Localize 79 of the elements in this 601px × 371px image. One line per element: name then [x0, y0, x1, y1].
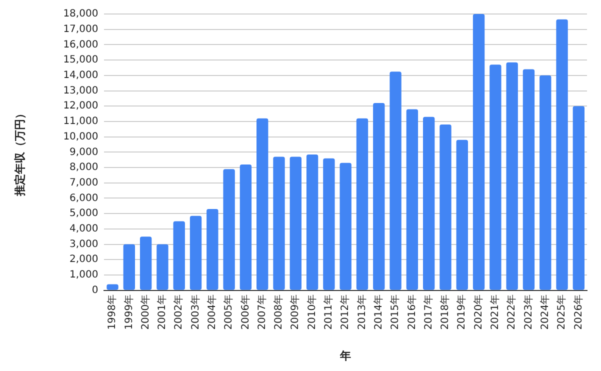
y-tick-label: 1,000 — [70, 270, 98, 281]
bar — [373, 103, 385, 290]
bar — [306, 154, 318, 290]
bar — [406, 109, 418, 290]
y-tick-label: 5,000 — [70, 208, 98, 220]
x-tick-label: 2015年 — [389, 294, 402, 330]
x-tick-label: 2018年 — [439, 294, 452, 330]
bar — [323, 158, 335, 290]
y-tick-label: 17,000 — [63, 24, 98, 35]
x-tick-label: 2008年 — [272, 294, 285, 330]
x-tick-label: 2026年 — [572, 294, 584, 330]
x-tick-label: 2013年 — [356, 294, 368, 330]
y-tick-label: 9,000 — [70, 146, 98, 158]
bar — [356, 118, 368, 290]
bar — [140, 236, 152, 290]
bar — [506, 62, 518, 290]
x-tick-label: 2001年 — [156, 294, 168, 330]
bar — [472, 14, 485, 290]
bar — [440, 124, 452, 290]
x-tick-label: 2004年 — [206, 294, 218, 330]
y-tick-label: 18,000 — [63, 8, 98, 20]
x-tick-label: 2006年 — [239, 294, 252, 330]
y-tick-label: 16,000 — [63, 39, 98, 50]
bar — [240, 164, 252, 290]
x-tick-label: 2002年 — [172, 294, 185, 330]
x-tick-label: 2022年 — [506, 294, 518, 330]
bar — [390, 72, 402, 290]
bar — [572, 106, 585, 290]
y-tick-label: 15,000 — [63, 54, 98, 66]
x-tick-label: 2000年 — [139, 294, 152, 330]
bar — [556, 19, 568, 290]
y-axis-title: 推定年収（万円） — [13, 108, 26, 198]
bar — [223, 169, 235, 290]
bar — [522, 69, 535, 290]
x-tick-label: 2003年 — [189, 294, 202, 330]
bar — [256, 118, 268, 290]
x-tick-label: 2020年 — [472, 294, 484, 330]
bar — [340, 162, 352, 290]
y-tick-label: 10,000 — [63, 131, 98, 142]
y-tick-label: 3,000 — [70, 238, 98, 250]
x-tick-label: 1999年 — [122, 294, 135, 330]
y-tick-label: 6,000 — [70, 192, 98, 204]
x-tick-label: 2011年 — [322, 294, 335, 330]
bar — [422, 116, 435, 290]
x-tick-label: 2010年 — [306, 294, 318, 330]
bar — [123, 244, 136, 290]
bar — [156, 244, 168, 290]
bar — [456, 140, 468, 290]
y-tick-label: 8,000 — [70, 162, 98, 174]
x-tick-label: 2009年 — [289, 294, 302, 330]
y-tick-label: 12,000 — [63, 100, 98, 112]
x-tick-label: 2021年 — [489, 294, 502, 330]
bar — [290, 156, 302, 290]
y-tick-label: 0 — [92, 284, 98, 296]
bar — [173, 221, 185, 290]
x-axis-title: 年 — [339, 349, 352, 362]
x-tick-label: 2014年 — [372, 294, 384, 330]
x-tick-label: 2012年 — [339, 294, 352, 330]
y-tick-label: 13,000 — [63, 85, 98, 96]
y-tick-label: 4,000 — [70, 224, 98, 235]
bar — [273, 156, 285, 290]
x-tick-label: 2023年 — [522, 294, 534, 330]
x-tick-label: 2024年 — [538, 294, 551, 330]
y-tick-label: 11,000 — [63, 116, 98, 128]
x-tick-label: 2025年 — [556, 294, 568, 330]
y-tick-label: 14,000 — [63, 70, 98, 82]
bar — [540, 75, 552, 290]
x-tick-label: 2005年 — [222, 294, 235, 330]
bar — [206, 208, 218, 290]
y-tick-label: 7,000 — [70, 177, 98, 188]
x-tick-label: 2016年 — [406, 294, 418, 330]
x-tick-label: 1998年 — [106, 294, 118, 330]
y-tick-label: 2,000 — [70, 254, 98, 266]
bar — [106, 284, 118, 290]
x-tick-label: 2017年 — [422, 294, 434, 330]
bar — [490, 64, 502, 290]
x-tick-label: 2019年 — [456, 294, 468, 330]
bar — [190, 216, 202, 290]
x-tick-label: 2007年 — [256, 294, 268, 330]
